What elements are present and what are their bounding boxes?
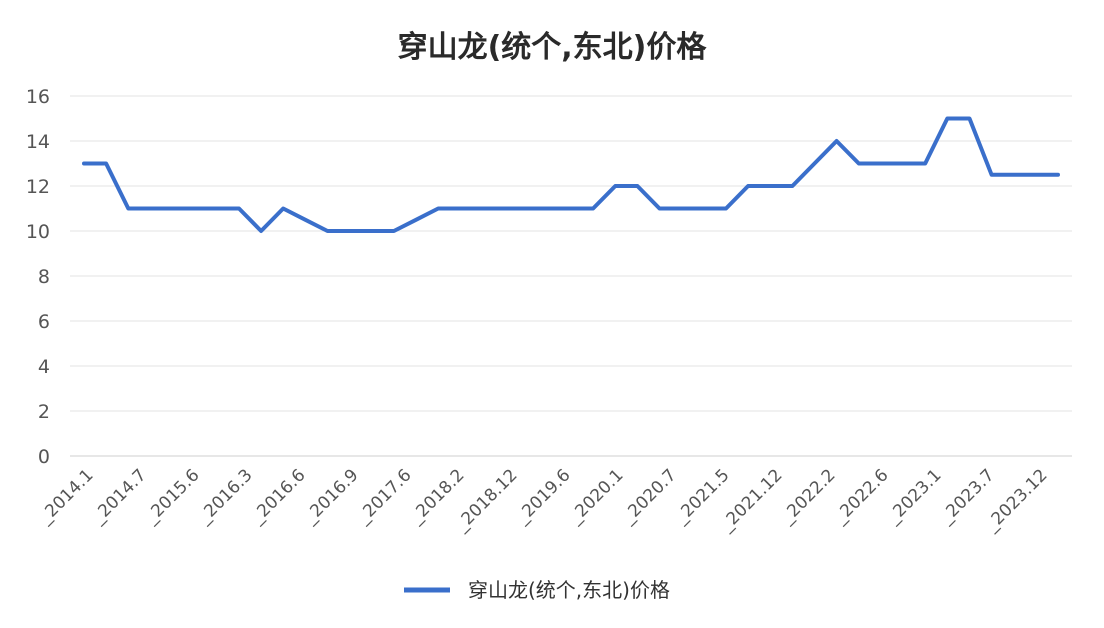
y-tick-label: 2 bbox=[38, 401, 50, 423]
series-line-0 bbox=[82, 116, 1060, 233]
x-tick-label: _2016.3 bbox=[194, 465, 257, 528]
legend: 穿山龙(统个,东北)价格 bbox=[404, 578, 670, 602]
series-lines bbox=[82, 116, 1060, 233]
y-tick-label: 14 bbox=[26, 131, 50, 153]
x-tick-label: _2017.6 bbox=[353, 465, 416, 528]
x-axis-ticks: _2014.1_2014.7_2015.6_2016.3_2016.6_2016… bbox=[35, 465, 1052, 536]
x-tick-label: _2020.7 bbox=[618, 465, 681, 528]
y-tick-label: 4 bbox=[38, 356, 50, 378]
x-tick-label: _2016.6 bbox=[247, 465, 310, 528]
x-tick-label: _2019.6 bbox=[512, 465, 575, 528]
grid-lines bbox=[70, 95, 1072, 457]
x-tick-label: _2015.6 bbox=[141, 465, 204, 528]
x-tick-label: _2022.2 bbox=[777, 465, 840, 528]
y-tick-label: 8 bbox=[38, 266, 50, 288]
x-tick-label: _2014.7 bbox=[88, 465, 151, 528]
y-tick-label: 10 bbox=[26, 221, 50, 243]
x-tick-label: _2020.1 bbox=[565, 465, 628, 528]
x-tick-label: _2014.1 bbox=[35, 465, 98, 528]
y-tick-label: 16 bbox=[26, 86, 50, 108]
chart-title: 穿山龙(统个,东北)价格 bbox=[397, 30, 707, 65]
y-axis-ticks: 0 2 4 6 8 10 12 14 16 bbox=[26, 86, 50, 468]
x-tick-label: _2023.1 bbox=[883, 465, 946, 528]
x-tick-label: _2016.9 bbox=[300, 465, 363, 528]
legend-label: 穿山龙(统个,东北)价格 bbox=[468, 578, 670, 602]
y-tick-label: 12 bbox=[26, 176, 50, 198]
x-tick-label: _2022.6 bbox=[830, 465, 893, 528]
y-tick-label: 6 bbox=[38, 311, 50, 333]
y-tick-label: 0 bbox=[38, 446, 50, 468]
